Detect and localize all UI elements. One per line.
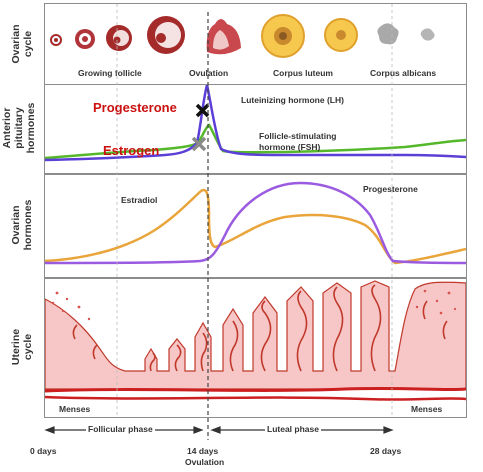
follicle-stage-2 [75, 29, 95, 49]
uterine-cycle-row-label-line1: Uterine [10, 328, 22, 366]
progesterone-overlay-label: Progesterone [93, 100, 177, 115]
corpus-albicans-label: Corpus albicans [370, 68, 437, 78]
uterine-cycle-row-label: Uterine cycle [10, 329, 34, 365]
lh-curve [45, 85, 466, 162]
pituitary-row-label-line2: pituitary [13, 107, 25, 149]
corpus-luteum-small [324, 18, 358, 52]
pituitary-row-label: Anterior pituitary hormones [1, 103, 37, 154]
estradiol-curve [45, 188, 466, 265]
ovarian-hormones-row-label-line1: Ovarian [10, 205, 22, 245]
progesterone-cross-icon [195, 103, 210, 118]
pituitary-row-label-line3: hormones [25, 102, 37, 154]
follicle-stage-4 [147, 16, 185, 54]
pituitary-row-label-line1: Anterior [1, 107, 13, 149]
fsh-label-line1: Follicle-stimulating [259, 131, 337, 141]
corpus-albicans-1 [377, 23, 399, 45]
pituitary-hormones-panel: Luteinizing hormone (LH) Follicle-stimul… [44, 84, 467, 174]
axis-day28-label: 28 days [370, 446, 402, 456]
ovarian-cycle-row-label: Ovarian cycle [10, 24, 34, 63]
ovarian-cycle-row-label-line2: cycle [22, 30, 34, 58]
progesterone-curve [45, 181, 466, 265]
luteal-phase-label: Luteal phase [265, 424, 321, 434]
endometrial-glands [72, 284, 448, 372]
menses-right-label: Menses [411, 404, 443, 414]
uterine-cycle-row-label-line2: cycle [22, 333, 34, 361]
pituitary-hormone-curves [45, 85, 466, 162]
ovarian-progesterone-label: Progesterone [363, 184, 418, 194]
corpus-luteum-large [261, 14, 305, 58]
growing-follicle-label: Growing follicle [78, 68, 142, 78]
ovarian-cycle-panel: Growing follicle Ovulation Corpus luteum… [44, 3, 467, 85]
uterine-vessel-lower [45, 395, 466, 401]
menses-box-left [45, 403, 115, 417]
axis-day14-label: 14 days [187, 446, 219, 456]
follicular-phase-label: Follicular phase [86, 424, 155, 434]
estrogen-cross-icon [191, 136, 207, 152]
ovarian-hormones-panel: Estradiol Progesterone [44, 174, 467, 278]
fsh-label-line2: hormone (FSH) [259, 142, 321, 152]
menses-box-right [395, 403, 466, 417]
follicle-stage-1 [50, 34, 62, 46]
corpus-luteum-label: Corpus luteum [273, 68, 333, 78]
fsh-curve [45, 123, 466, 160]
ovarian-hormone-curves [45, 181, 466, 265]
ovarian-hormones-row-label: Ovarian hormones [10, 200, 34, 251]
ruptured-follicle-stage [206, 19, 241, 55]
menses-shedding-dots [51, 289, 457, 321]
follicle-stage-3 [106, 25, 132, 51]
estrogen-overlay-label: Estrogen [103, 143, 160, 158]
estradiol-label: Estradiol [121, 195, 158, 205]
ovulation-stage-label: Ovulation [189, 68, 229, 78]
corpus-albicans-2 [420, 28, 435, 41]
axis-ovulation-label: Ovulation [185, 457, 225, 467]
uterine-cycle-panel: Menses Menses [44, 278, 467, 418]
ovarian-hormones-row-label-line2: hormones [22, 199, 34, 251]
lh-label: Luteinizing hormone (LH) [241, 95, 344, 105]
ovarian-cycle-row-label-line1: Ovarian [10, 24, 22, 64]
endometrium-lining [45, 280, 466, 390]
uterine-vessel-upper [45, 386, 466, 393]
endometrium-illustration [45, 280, 466, 417]
axis-day0-label: 0 days [30, 446, 57, 456]
menses-left-label: Menses [59, 404, 91, 414]
